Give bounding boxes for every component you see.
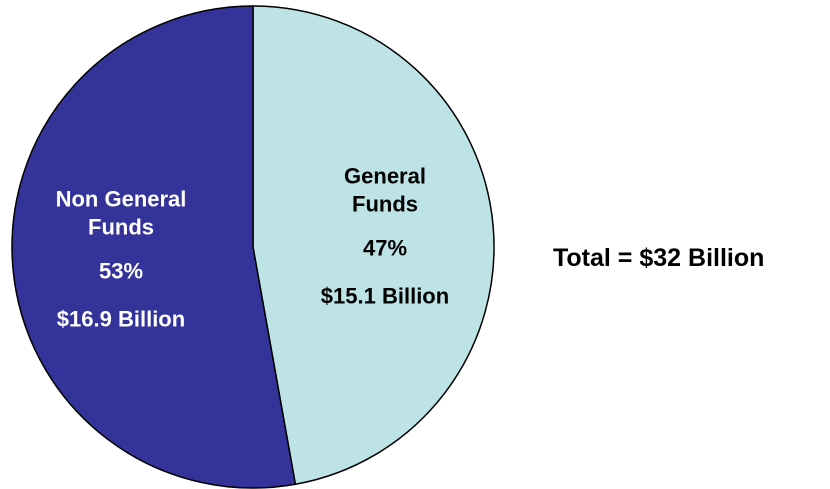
general-funds-label-line-1: General xyxy=(344,163,426,188)
non-general-funds-label-line-2: Funds xyxy=(88,215,154,240)
general-funds-percent-label: 47% xyxy=(363,235,407,260)
non-general-funds-percent-label: 53% xyxy=(99,259,143,284)
total-annotation: Total = $32 Billion xyxy=(553,244,764,272)
general-funds-amount-label: $15.1 Billion xyxy=(321,283,449,308)
non-general-funds-amount-label: $16.9 Billion xyxy=(57,307,185,332)
pie-labels: General Funds 47% $15.1 Billion Non General F… xyxy=(56,163,450,331)
pie-slice-general-funds xyxy=(252,5,495,486)
general-funds-label-line-2: Funds xyxy=(352,191,418,216)
pie-slice-non-general-funds xyxy=(11,5,297,489)
pie-slices xyxy=(11,5,495,489)
non-general-funds-label-line-1: Non General xyxy=(56,187,187,212)
